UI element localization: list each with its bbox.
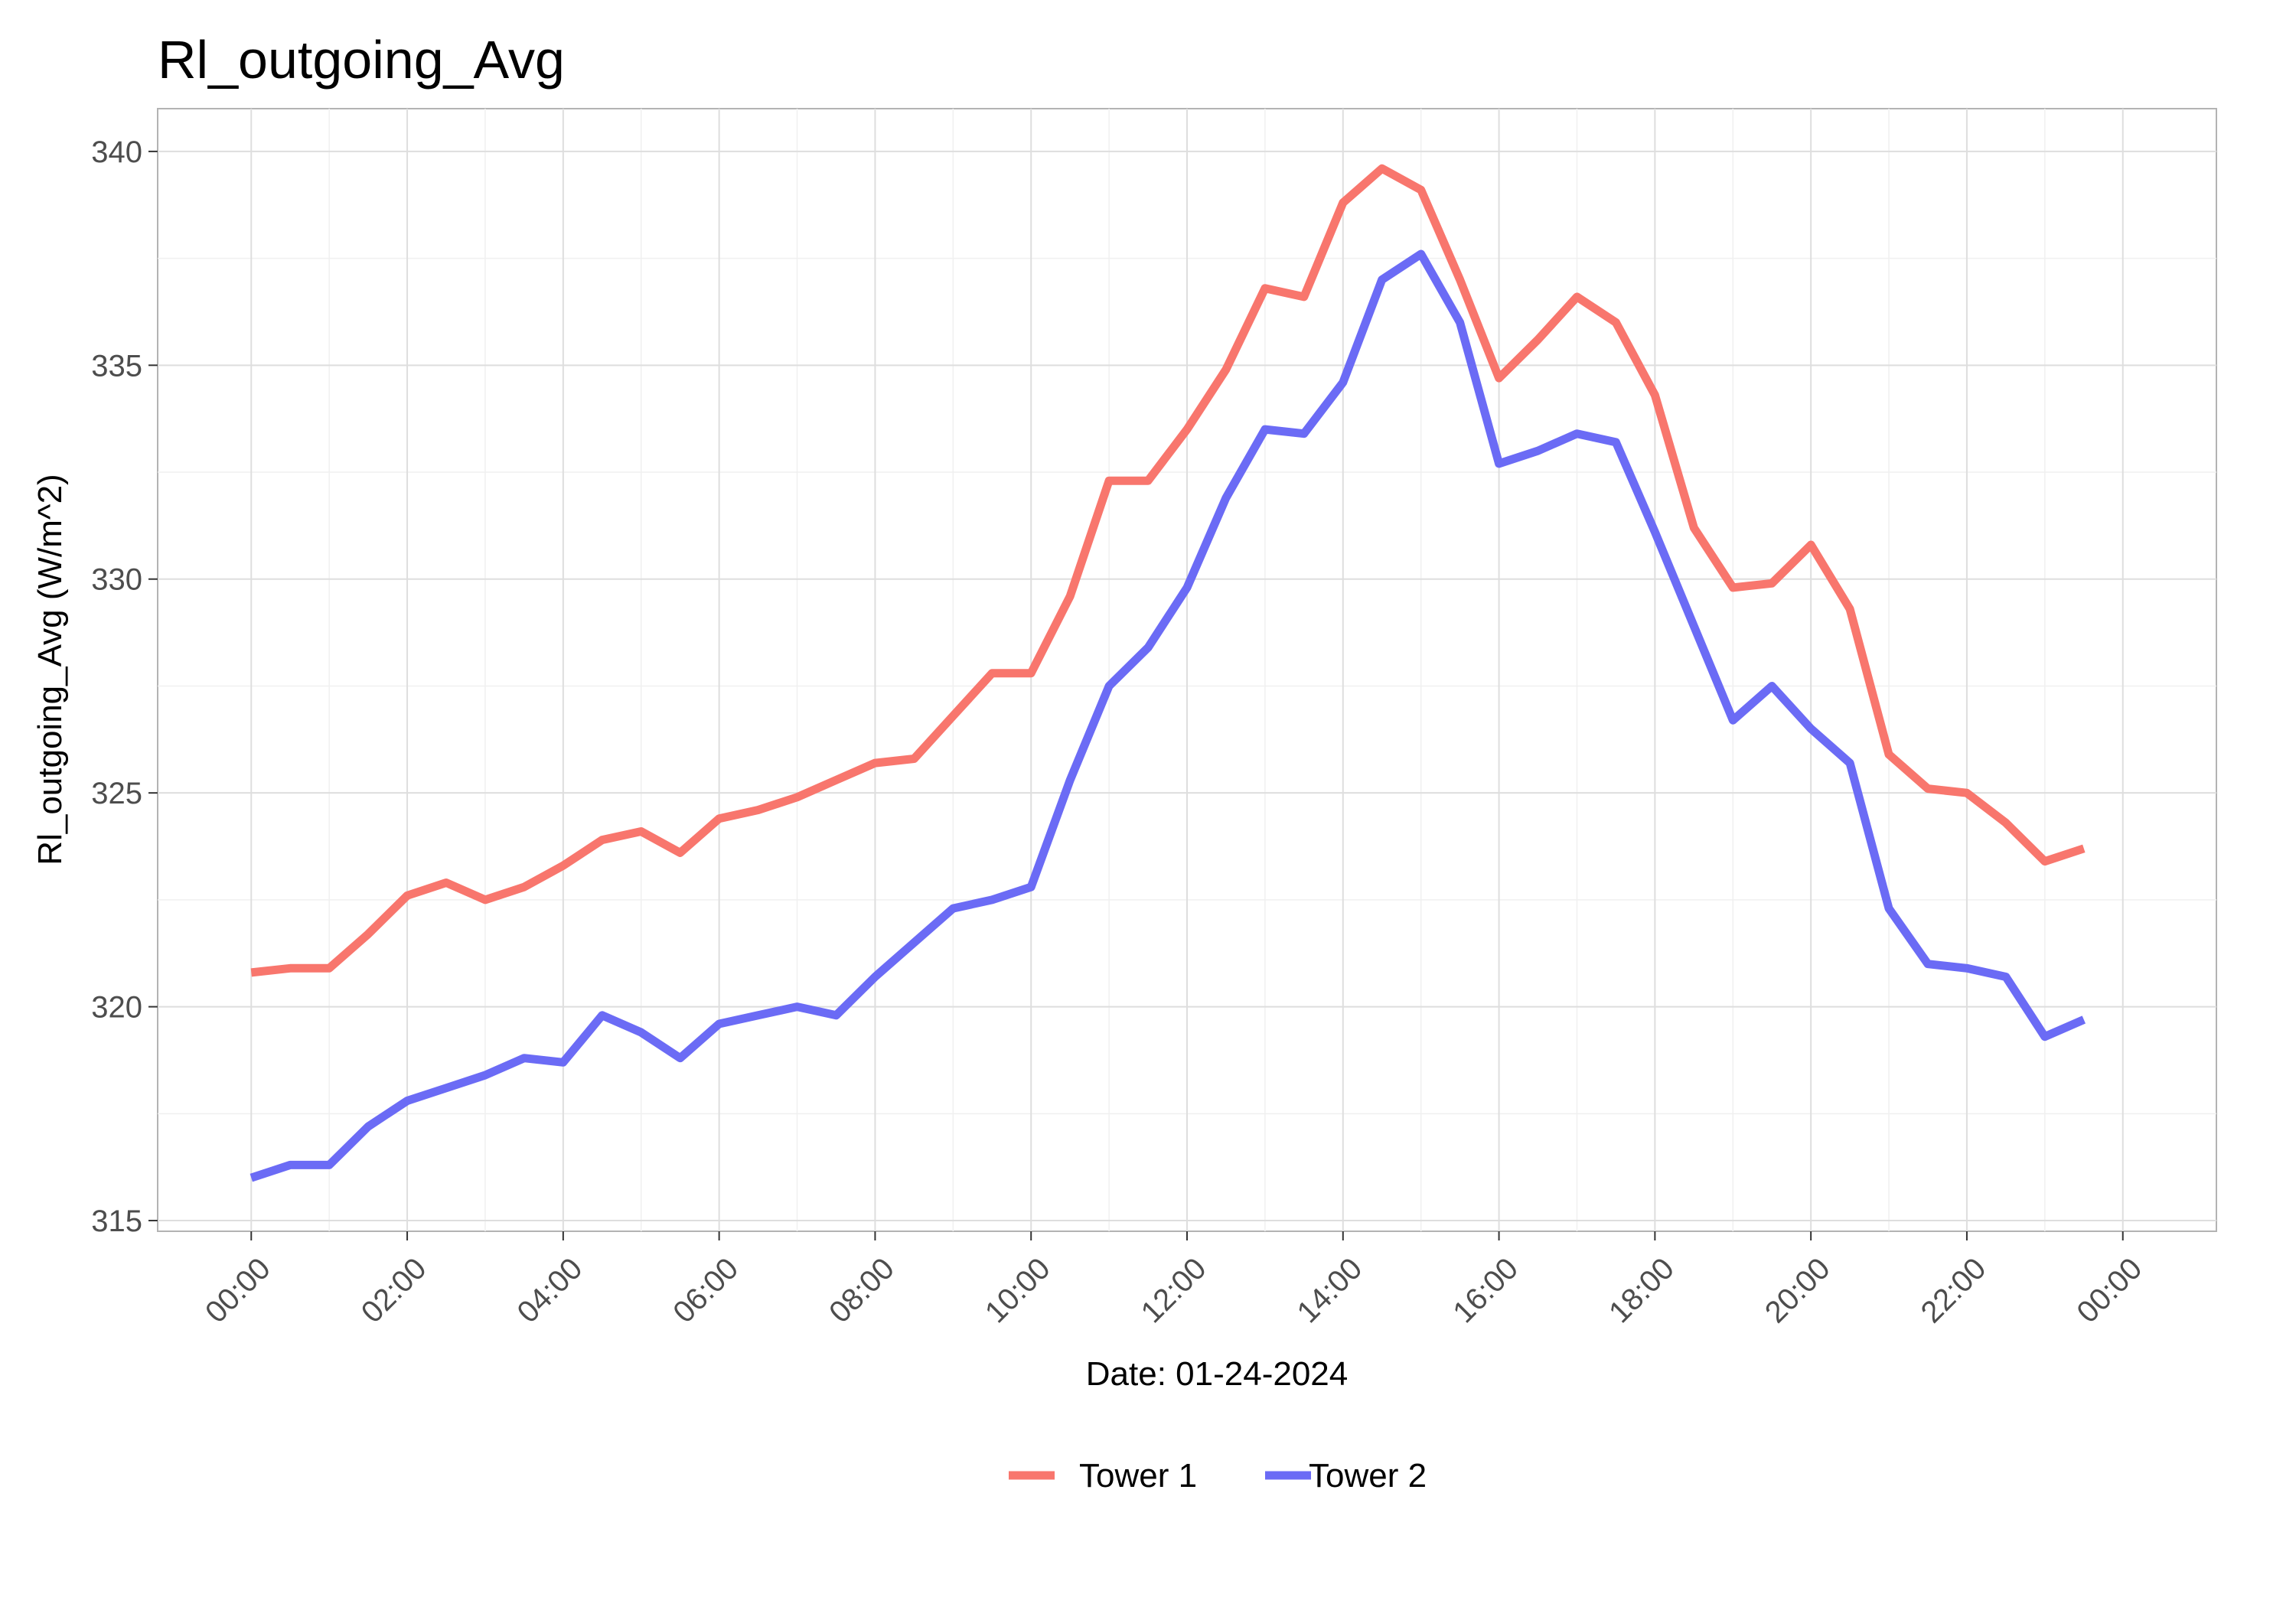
legend-label-tower-2: Tower 2: [1309, 1457, 1427, 1495]
y-axis: 315 320 325 330 335 340: [91, 135, 158, 1238]
legend-label-tower-1: Tower 1: [1079, 1457, 1197, 1495]
x-tick-label: 16:00: [1446, 1251, 1525, 1329]
y-axis-title: Rl_outgoing_Avg (W/m^2): [31, 474, 69, 865]
y-tick-label: 315: [91, 1204, 142, 1238]
major-grid: [158, 109, 2216, 1231]
series-line-tower-1: [250, 164, 2086, 977]
x-tick-label: 08:00: [823, 1251, 901, 1329]
y-tick-label: 335: [91, 349, 142, 383]
x-tick-label: 20:00: [1759, 1251, 1837, 1329]
x-axis-title: Date: 01-24-2024: [1086, 1355, 1348, 1393]
x-tick-label: 18:00: [1603, 1251, 1681, 1329]
x-tick-label: 12:00: [1135, 1251, 1213, 1329]
x-tick-label: 06:00: [667, 1251, 745, 1329]
chart-title: Rl_outgoing_Avg: [158, 30, 565, 90]
y-tick-label: 330: [91, 563, 142, 597]
series-line-tower-2: [249, 249, 2086, 1182]
x-tick-label: 14:00: [1290, 1251, 1368, 1329]
y-tick-label: 320: [91, 991, 142, 1025]
x-axis: 00:00 02:00 04:00 06:00 08:00 10:00 12:00 14:00…: [199, 1231, 2148, 1329]
x-tick-label: 04:00: [511, 1251, 589, 1329]
x-tick-label: 22:00: [1915, 1251, 1993, 1329]
x-tick-label: 10:00: [979, 1251, 1057, 1329]
series-lines: [249, 164, 2086, 1182]
x-tick-label: 00:00: [199, 1251, 277, 1329]
legend: Tower 1 Tower 2: [1009, 1457, 1427, 1495]
y-tick-label: 340: [91, 135, 142, 169]
x-tick-label: 00:00: [2070, 1251, 2148, 1329]
x-tick-label: 02:00: [355, 1251, 433, 1329]
y-tick-label: 325: [91, 777, 142, 810]
